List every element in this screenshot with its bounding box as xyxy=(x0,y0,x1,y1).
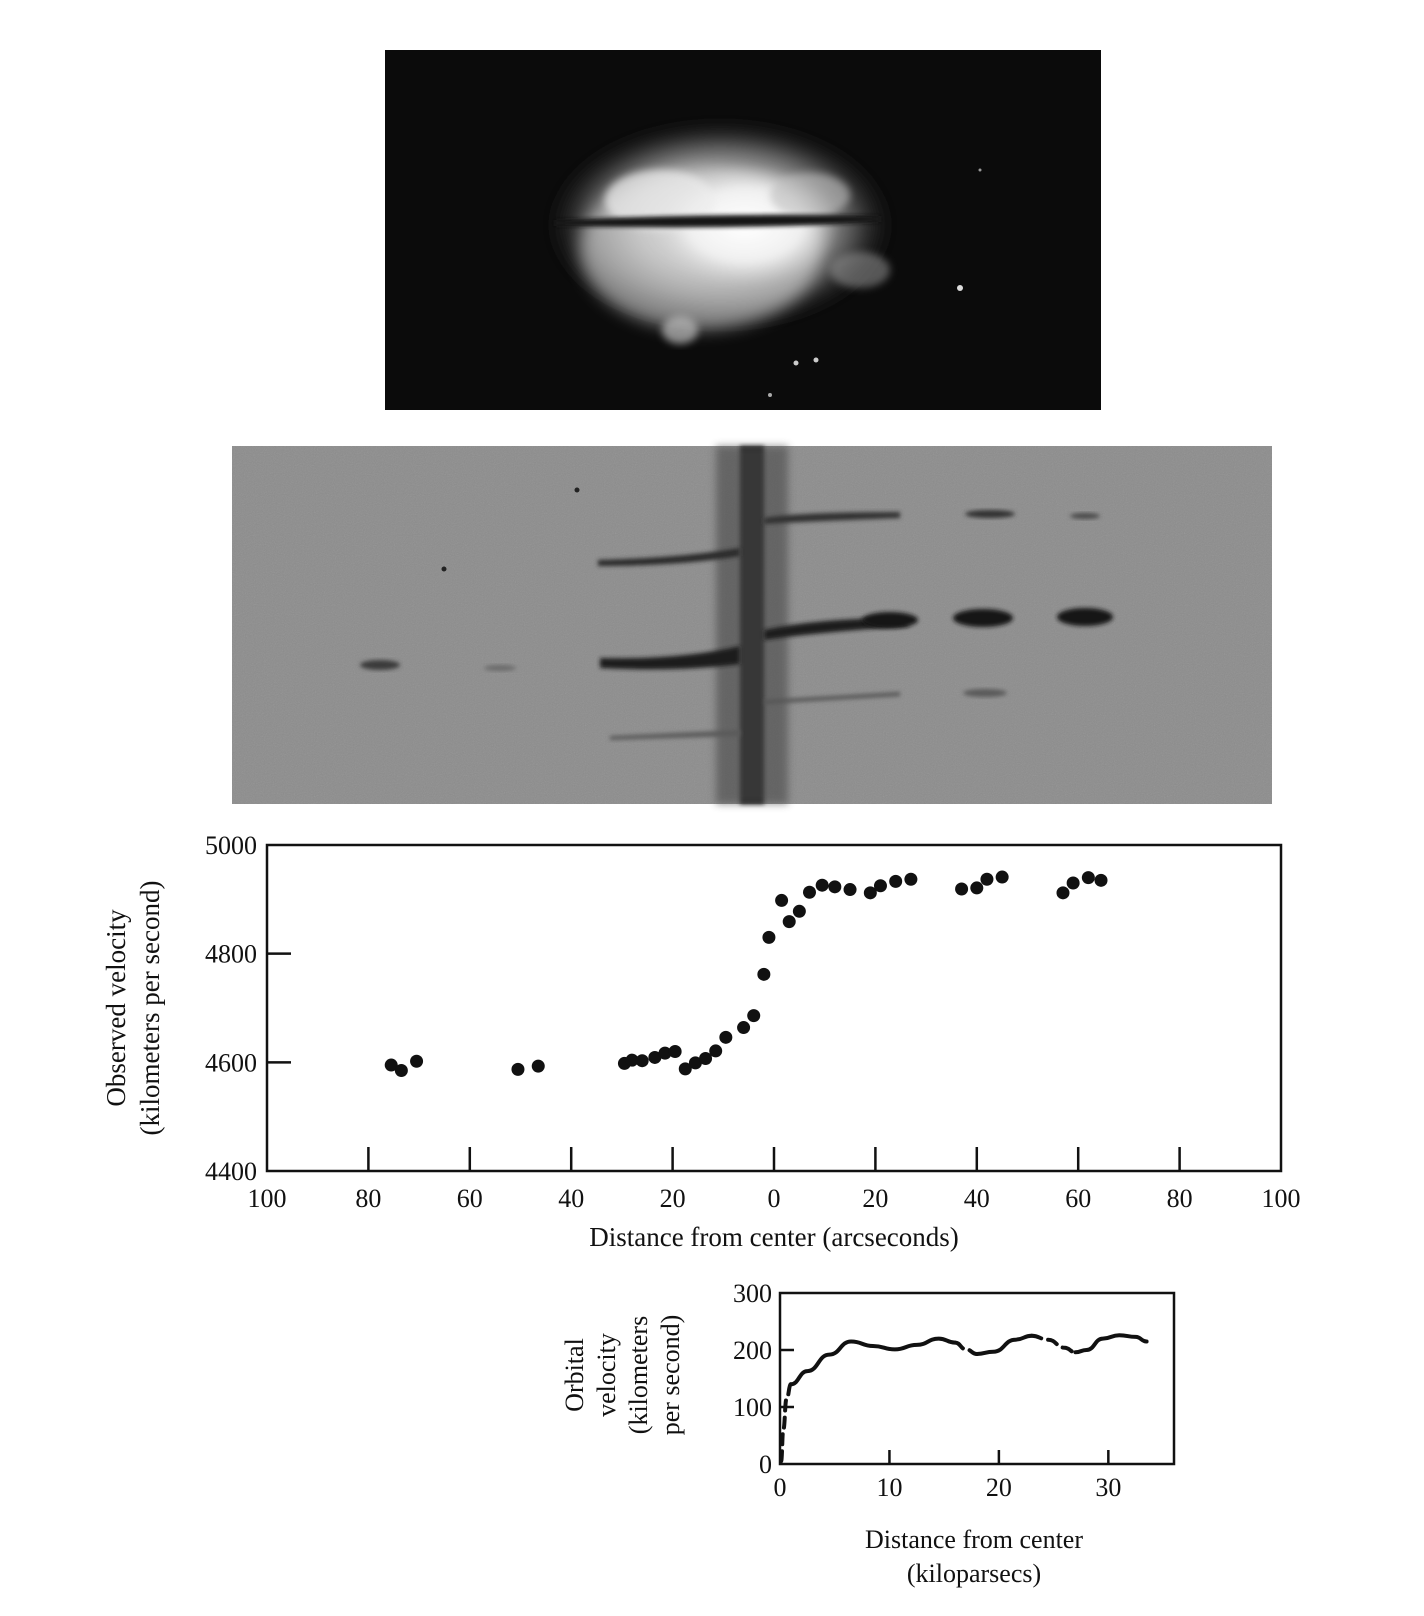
chart1-frame xyxy=(265,843,1283,1173)
chart1-data-point xyxy=(1094,873,1108,887)
chart2-x-axis-title: Distance from center (kiloparsecs) xyxy=(865,1525,1083,1588)
chart2-y-axis-title-line: (kilometers xyxy=(624,1316,653,1434)
chart2-y-axis-title-line: velocity xyxy=(592,1333,621,1417)
chart1-data-point xyxy=(410,1054,424,1068)
observed-velocity-chart: 100 80 60 40 20 0 20 40 60 80 1004400460048005000 … xyxy=(101,831,1301,1252)
chart1-data-point xyxy=(747,1009,761,1023)
chart2-y-axis-title-line: Orbital xyxy=(560,1338,589,1412)
chart1-data-point xyxy=(762,930,776,944)
chart1-data-point xyxy=(955,882,969,896)
chart1-y-tick-label: 4600 xyxy=(205,1048,257,1077)
chart2-curve xyxy=(779,1333,1149,1464)
chart2-curve-dashed-segment xyxy=(953,1340,979,1356)
chart2-y-tick-label: 100 xyxy=(733,1393,772,1422)
chart1-data-point xyxy=(511,1062,525,1076)
chart2-y-tick-label: 0 xyxy=(759,1450,772,1479)
chart1-x-tick-label: 100 xyxy=(1262,1184,1301,1213)
chart1-data-point xyxy=(980,872,994,886)
chart1-data-point xyxy=(699,1052,713,1066)
chart1-data-point xyxy=(970,881,984,895)
chart2-x-tick-label: 0 xyxy=(774,1473,787,1502)
chart1-data-point xyxy=(904,872,918,886)
chart2-x-axis-title-line: Distance from center xyxy=(865,1525,1083,1554)
chart1-data-point xyxy=(802,885,816,899)
chart1-data-point xyxy=(737,1021,751,1035)
chart2-y-tick-label: 200 xyxy=(733,1336,772,1365)
chart1-data-point xyxy=(668,1044,682,1058)
chart1-data-point xyxy=(782,915,796,929)
chart1-x-tick-label: 80 xyxy=(355,1184,381,1213)
chart1-y-axis-title-line: Observed velocity xyxy=(101,909,131,1107)
chart1-data-point xyxy=(719,1030,733,1044)
chart1-data-point xyxy=(843,883,857,897)
chart1-y-axis-title-line: (kilometers per second) xyxy=(135,881,165,1136)
chart1-data-point xyxy=(688,1056,702,1070)
chart1-data-point xyxy=(648,1050,662,1064)
chart1-data-point xyxy=(635,1054,649,1068)
chart1-x-tick-label: 100 xyxy=(248,1184,287,1213)
chart2-frame xyxy=(778,1291,1176,1466)
chart1-data-point xyxy=(709,1044,723,1058)
chart1-data-point xyxy=(1056,886,1070,900)
chart1-data-point xyxy=(995,870,1009,884)
chart2-y-axis-title-group: Orbital velocity (kilometers per second) xyxy=(560,1315,685,1436)
chart1-data-point xyxy=(1081,871,1095,885)
chart2-curve-solid-segment xyxy=(975,1333,1034,1356)
galaxy-photo xyxy=(385,50,1101,410)
chart1-data-point xyxy=(384,1058,398,1072)
chart1-data-point xyxy=(792,904,806,918)
chart1-data-point xyxy=(1066,876,1080,890)
chart2-x-tick-label: 20 xyxy=(986,1473,1012,1502)
chart1-x-tick-label: 80 xyxy=(1167,1184,1193,1213)
chart2-x-tick-label: 10 xyxy=(876,1473,902,1502)
chart2-curve-solid-segment xyxy=(1073,1333,1149,1355)
chart1-x-tick-label: 60 xyxy=(1065,1184,1091,1213)
chart1-data-point xyxy=(394,1063,408,1077)
chart1-x-tick-label: 40 xyxy=(964,1184,990,1213)
chart1-data-point xyxy=(678,1062,692,1076)
spectrum-photo xyxy=(232,446,1272,804)
chart1-x-tick-label: 20 xyxy=(660,1184,686,1213)
chart1-data-point xyxy=(775,893,789,907)
chart1-x-tick-label: 0 xyxy=(768,1184,781,1213)
chart1-x-tick-label: 40 xyxy=(558,1184,584,1213)
chart2-curve-dashed-segment xyxy=(1029,1333,1078,1355)
chart2-curve-dashed-segment xyxy=(779,1382,793,1464)
chart1-data-point xyxy=(531,1059,545,1073)
chart1-data-point xyxy=(815,878,829,892)
chart1-x-tick-label: 60 xyxy=(457,1184,483,1213)
chart2-y-axis-title: Orbital velocity (kilometers per second) xyxy=(560,1315,685,1436)
chart1-y-axis-title-group: Observed velocity (kilometers per second) xyxy=(101,881,165,1136)
chart1-data-point xyxy=(658,1046,672,1060)
chart1-data-point xyxy=(828,880,842,894)
chart1-x-tick-label: 20 xyxy=(862,1184,888,1213)
chart2-y-axis-title-line: per second) xyxy=(656,1315,685,1436)
chart1-y-tick-label: 4400 xyxy=(205,1157,257,1186)
chart2-x-axis-title-line: (kiloparsecs) xyxy=(907,1559,1041,1588)
chart1-data-point xyxy=(625,1053,639,1067)
chart1-data-point xyxy=(889,874,903,888)
chart2-y-tick-label: 300 xyxy=(733,1279,772,1308)
chart2-x-tick-label: 30 xyxy=(1095,1473,1121,1502)
chart1-y-tick-label: 5000 xyxy=(205,831,257,860)
chart1-y-axis-title: Observed velocity (kilometers per second) xyxy=(101,881,165,1136)
chart1-y-tick-label: 4800 xyxy=(205,940,257,969)
chart1-data-point xyxy=(873,879,887,893)
chart1-data-point xyxy=(863,886,877,900)
chart1-x-axis-title: Distance from center (arcseconds) xyxy=(589,1222,959,1252)
chart1-data-point xyxy=(757,967,771,981)
chart2-curve-solid-segment xyxy=(788,1336,958,1387)
chart1-points xyxy=(384,870,1108,1077)
